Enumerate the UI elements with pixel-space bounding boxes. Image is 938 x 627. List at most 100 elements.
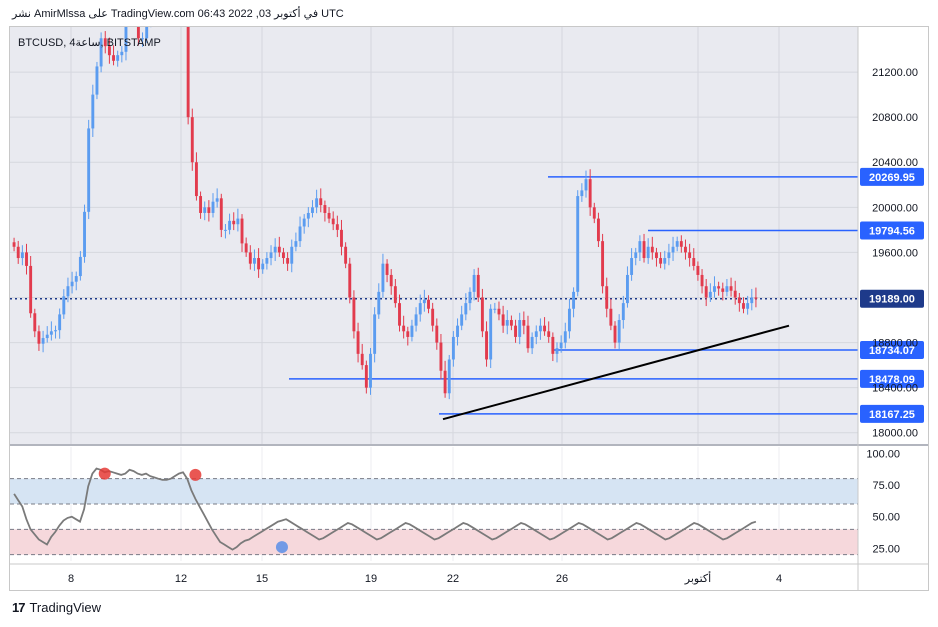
candle-body[interactable] [638,241,642,253]
candle-body[interactable] [630,258,634,275]
candle-body[interactable] [472,274,476,292]
candle-body[interactable] [717,286,721,289]
candle-body[interactable] [588,179,592,208]
candle-body[interactable] [244,243,248,253]
candle-body[interactable] [107,46,111,56]
candle-body[interactable] [621,303,625,321]
candle-body[interactable] [91,94,95,129]
candle-body[interactable] [58,314,62,331]
candle-body[interactable] [95,66,99,95]
candle-body[interactable] [323,205,327,213]
candle-body[interactable] [136,15,140,39]
candle-body[interactable] [298,226,302,242]
candle-body[interactable] [257,258,261,270]
candle-body[interactable] [489,308,493,360]
candle-body[interactable] [348,263,352,298]
candle-body[interactable] [439,342,443,371]
candle-body[interactable] [37,331,41,344]
rsi-line[interactable] [13,467,757,551]
candle-body[interactable] [625,274,629,304]
candle-body[interactable] [340,229,343,247]
candle-body[interactable] [555,348,559,354]
candle-body[interactable] [87,128,91,212]
candle-body[interactable] [194,162,198,197]
candle-body[interactable] [617,320,621,343]
candle-body[interactable] [696,265,700,275]
candle-body[interactable] [667,252,671,259]
candle-body[interactable] [373,314,377,354]
candle-body[interactable] [389,274,393,287]
candle-body[interactable] [447,359,451,394]
candle-body[interactable] [45,334,49,339]
candle-body[interactable] [190,117,194,163]
candle-body[interactable] [642,241,646,259]
candle-body[interactable] [103,38,107,47]
candle-body[interactable] [414,314,418,326]
candle-body[interactable] [116,55,120,61]
candle-body[interactable] [418,303,422,315]
candle-body[interactable] [684,246,687,253]
candle-body[interactable] [41,338,45,344]
candle-body[interactable] [493,308,497,310]
candle-body[interactable] [671,246,675,253]
candle-body[interactable] [514,325,518,337]
candle-body[interactable] [352,297,356,332]
candle-body[interactable] [551,336,555,354]
candle-body[interactable] [25,252,28,266]
candle-body[interactable] [62,296,66,315]
candle-body[interactable] [70,281,74,287]
candle-body[interactable] [431,308,435,326]
symbol-label[interactable]: BTCUSD, 4ساعة, BITSTAMP [18,37,161,49]
candle-body[interactable] [186,0,190,118]
candle-body[interactable] [497,308,501,315]
candle-body[interactable] [704,286,708,298]
candle-body[interactable] [294,241,298,247]
candle-body[interactable] [609,308,613,326]
candle-body[interactable] [700,274,704,287]
candle-body[interactable] [141,38,145,40]
candle-body[interactable] [659,258,663,264]
rsi-oversold-marker[interactable] [275,541,288,554]
candle-body[interactable] [302,218,306,227]
candle-body[interactable] [451,336,455,360]
candle-body[interactable] [742,303,745,309]
candle-body[interactable] [74,276,78,282]
rsi-overbought-marker[interactable] [98,467,111,480]
candle-body[interactable] [364,365,368,388]
tradingview-logo-icon[interactable]: 17 [12,600,26,615]
candle-body[interactable] [679,241,683,247]
candle-body[interactable] [207,207,211,213]
candle-body[interactable] [261,263,265,270]
candle-body[interactable] [228,220,232,230]
candle-body[interactable] [54,330,57,332]
trend-line[interactable] [442,324,790,421]
candle-body[interactable] [311,207,314,213]
candle-body[interactable] [273,246,277,253]
candle-body[interactable] [646,246,650,259]
candle-body[interactable] [567,308,571,332]
candle-body[interactable] [708,291,712,298]
candle-body[interactable] [335,224,339,230]
candle-body[interactable] [398,303,401,326]
candle-body[interactable] [713,286,716,292]
candle-body[interactable] [240,218,244,244]
candle-body[interactable] [592,207,596,219]
candle-body[interactable] [729,286,733,291]
candle-body[interactable] [393,286,397,304]
candle-body[interactable] [331,218,335,225]
candle-body[interactable] [688,252,692,259]
candle-body[interactable] [737,297,741,304]
candle-body[interactable] [344,246,348,264]
candle-body[interactable] [232,220,236,225]
candle-body[interactable] [319,198,323,206]
candle-body[interactable] [410,325,414,337]
candle-body[interactable] [248,252,252,264]
candle-body[interactable] [356,331,360,354]
candle-body[interactable] [203,207,207,213]
candle-body[interactable] [663,258,667,264]
candle-body[interactable] [543,325,547,332]
candle-body[interactable] [282,252,285,259]
candle-body[interactable] [725,286,729,292]
candle-body[interactable] [124,15,128,52]
candle-body[interactable] [526,325,530,349]
